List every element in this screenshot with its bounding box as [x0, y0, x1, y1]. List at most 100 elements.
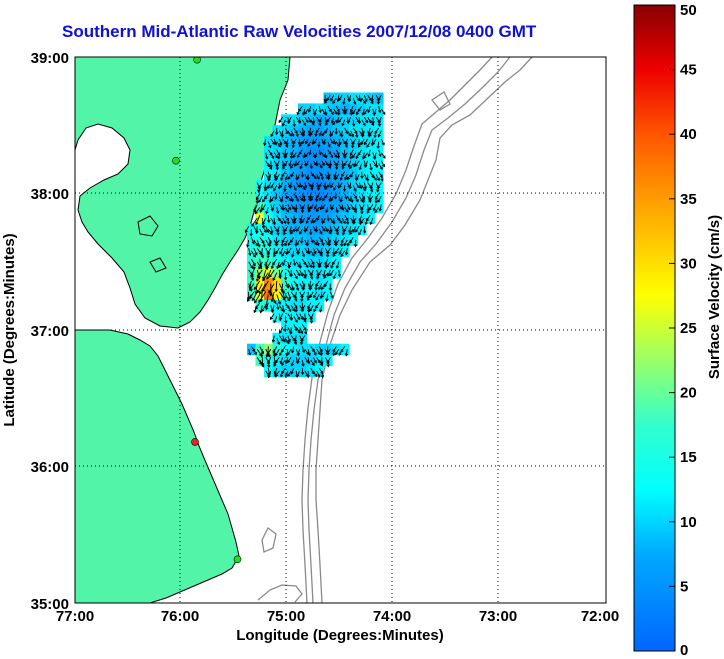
velocity-vector: [262, 272, 269, 281]
velocity-vector: [335, 207, 338, 213]
velocity-vector-head: [327, 243, 332, 247]
velocity-vector-head: [338, 184, 342, 189]
velocity-cell: [306, 278, 316, 290]
velocity-vector-head: [378, 153, 382, 158]
velocity-vector: [275, 193, 278, 200]
velocity-vector-head: [365, 120, 368, 124]
velocity-vector-head: [287, 338, 291, 343]
velocity-vector: [349, 182, 352, 189]
velocity-vector: [270, 152, 274, 159]
velocity-vector-head: [313, 219, 317, 224]
x-tick-label: 76:00: [161, 608, 199, 625]
velocity-cell: [366, 168, 376, 181]
x-axis-label: Longitude (Degrees:Minutes): [236, 627, 444, 644]
velocity-vector: [319, 305, 323, 313]
velocity-vector-head: [313, 206, 317, 210]
velocity-vector-head: [377, 199, 381, 203]
velocity-vector-head: [293, 339, 298, 343]
velocity-vector-head: [337, 143, 340, 148]
velocity-vector-head: [366, 144, 370, 148]
colorbar-label: Surface Velocity (cm/s): [706, 215, 723, 379]
velocity-vector-head: [377, 134, 381, 138]
velocity-cell: [374, 125, 384, 137]
velocity-vector-head: [300, 197, 304, 202]
velocity-vector: [253, 239, 259, 247]
velocity-vector: [278, 217, 283, 224]
velocity-cell: [272, 343, 282, 356]
velocity-vector-head: [298, 265, 302, 269]
velocity-vector-head: [269, 316, 273, 320]
velocity-cell: [255, 343, 265, 356]
velocity-vector: [253, 247, 258, 255]
velocity-vector: [352, 152, 357, 159]
velocity-vector: [276, 294, 281, 305]
velocity-vector-head: [279, 142, 283, 146]
velocity-vector-head: [253, 309, 257, 314]
velocity-cell: [323, 278, 333, 290]
velocity-vector-head: [318, 286, 322, 291]
velocity-vector-head: [302, 198, 307, 203]
velocity-vector-head: [267, 178, 271, 182]
velocity-vector-head: [337, 274, 342, 278]
velocity-vector: [310, 119, 315, 126]
velocity-cell: [374, 190, 384, 203]
velocity-vector: [287, 357, 292, 363]
velocity-vector-head: [255, 306, 259, 310]
velocity-vector: [261, 305, 267, 312]
velocity-vector-head: [376, 145, 380, 150]
velocity-vector-head: [248, 252, 252, 257]
velocity-vector: [307, 357, 310, 364]
velocity-vector: [324, 239, 329, 246]
velocity-vector-head: [330, 154, 334, 159]
velocity-vector-head: [284, 320, 288, 324]
velocity-vector: [324, 127, 329, 134]
velocity-cell: [298, 125, 308, 137]
velocity-vector-head: [314, 242, 317, 246]
velocity-vector-head: [374, 130, 378, 135]
velocity-vector-head: [307, 143, 311, 147]
velocity-vector-head: [250, 277, 255, 282]
velocity-vector: [355, 160, 360, 167]
velocity-vector: [312, 357, 317, 364]
velocity-vector: [268, 283, 275, 293]
velocity-vector-head: [358, 167, 362, 171]
velocity-vector-head: [310, 220, 314, 224]
velocity-vector-head: [364, 221, 368, 226]
map-grid: [75, 57, 606, 603]
velocity-vector-head: [360, 220, 364, 225]
velocity-vector: [255, 302, 261, 310]
velocity-vector-head: [296, 176, 300, 180]
velocity-vector-head: [338, 352, 342, 356]
velocity-vector-head: [263, 142, 267, 147]
velocity-vector-head: [326, 264, 330, 268]
velocity-cell: [289, 190, 299, 203]
velocity-vector-head: [335, 229, 340, 233]
velocity-cell: [289, 321, 299, 334]
velocity-vector: [299, 269, 304, 277]
velocity-vector-head: [327, 176, 331, 181]
velocity-vector: [287, 305, 292, 312]
velocity-vector: [310, 237, 314, 243]
velocity-cell: [255, 190, 265, 203]
velocity-vector: [298, 149, 303, 155]
velocity-vector: [352, 108, 357, 115]
velocity-vector: [344, 108, 348, 115]
velocity-vector: [282, 335, 286, 342]
velocity-vector: [329, 108, 334, 115]
velocity-vector-head: [334, 166, 339, 170]
velocity-vector: [282, 119, 286, 126]
velocity-vector-head: [354, 208, 358, 212]
velocity-vector-head: [307, 352, 311, 357]
velocity-vector: [332, 97, 337, 104]
velocity-vector-head: [362, 100, 366, 105]
velocity-cell: [264, 256, 274, 268]
velocity-vector: [375, 174, 380, 181]
velocity-vector-head: [377, 120, 382, 124]
velocity-vector-head: [314, 229, 319, 233]
velocity-vector-head: [258, 264, 263, 268]
velocity-vector: [337, 95, 340, 102]
velocity-vector: [338, 182, 343, 188]
velocity-vector: [285, 370, 289, 377]
velocity-vector-head: [281, 207, 286, 211]
velocity-vector: [331, 116, 335, 123]
